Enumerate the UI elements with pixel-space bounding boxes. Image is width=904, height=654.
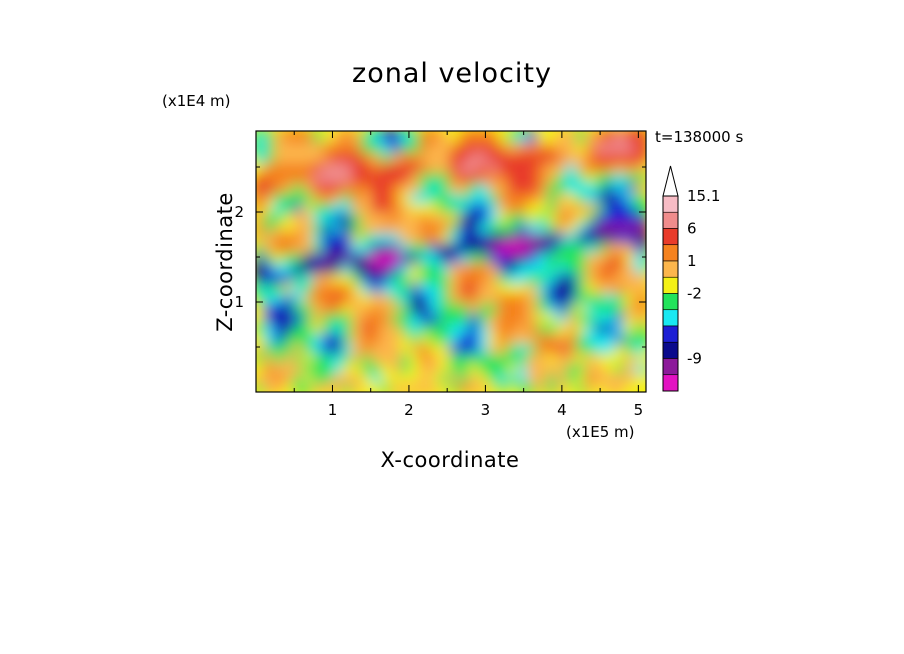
field-cell [256, 189, 268, 204]
field-cell [256, 169, 268, 184]
field-cell [634, 299, 646, 314]
colorbar-swatch [662, 276, 679, 294]
y-tick-label: 1 [234, 293, 244, 311]
colorbar-swatch [662, 374, 679, 392]
y-tick-label: 2 [234, 203, 244, 221]
colorbar-swatch [662, 309, 679, 327]
field-cell [256, 319, 268, 334]
field-cell [634, 259, 646, 274]
chart-title: zonal velocity [352, 58, 552, 89]
field-cell [256, 209, 268, 224]
field-cell [634, 209, 646, 224]
field-cell [256, 131, 268, 144]
colorbar-swatch [662, 260, 679, 278]
field-cell [634, 131, 646, 144]
field-cell [634, 279, 646, 294]
field-cell [634, 239, 646, 254]
field-cell [256, 369, 268, 384]
colorbar-swatch [662, 195, 679, 213]
colorbar-swatch [662, 244, 679, 262]
field-cell [256, 309, 268, 324]
field-cell [634, 229, 646, 244]
field-cell [634, 189, 646, 204]
x-tick-label: 1 [328, 401, 338, 419]
x-tick-label: 5 [634, 401, 644, 419]
x-axis: 1 2 3 4 5 [293, 131, 644, 419]
colorbar: 15.1 6 1 -2 -9 [662, 165, 720, 392]
field-cell [634, 329, 646, 344]
field-cell [256, 349, 268, 364]
field-cell [634, 379, 646, 392]
field-cell [256, 269, 268, 284]
y-scale-label: (x1E4 m) [162, 92, 231, 110]
colorbar-extend-arrow [662, 165, 679, 197]
field-cell [634, 179, 646, 194]
field-cell [256, 229, 268, 244]
x-tick-label: 2 [404, 401, 414, 419]
field-cell [634, 199, 646, 214]
colorbar-swatch [662, 211, 679, 229]
field-cell [634, 309, 646, 324]
field-cell [256, 179, 268, 194]
colorbar-swatch [662, 293, 679, 311]
y-axis: 12 [234, 166, 646, 348]
field-cell [256, 199, 268, 214]
colorbar-tick-label: 1 [687, 252, 697, 270]
contour-field [256, 131, 646, 392]
field-cell [634, 219, 646, 234]
colorbar-swatch [662, 325, 679, 343]
field-cell [256, 239, 268, 254]
colorbar-swatch [662, 228, 679, 246]
x-tick-label: 3 [481, 401, 491, 419]
colorbar-tick-label: 15.1 [687, 187, 720, 205]
time-label: t=138000 s [655, 128, 744, 146]
field-cell [256, 259, 268, 274]
field-cell [256, 149, 268, 164]
plot-frame [255, 130, 647, 393]
field-cell [634, 169, 646, 184]
field-cell [256, 329, 268, 344]
field-cell [256, 219, 268, 234]
field-cell [256, 159, 268, 174]
field-cell [634, 139, 646, 154]
field-cell [256, 249, 268, 264]
x-scale-label: (x1E5 m) [566, 423, 635, 441]
field-cell [256, 139, 268, 154]
field-cell [256, 339, 268, 354]
field-cell [634, 249, 646, 264]
field-cell [256, 299, 268, 314]
field-cell [256, 279, 268, 294]
field-cell [634, 289, 646, 304]
field-cell [634, 319, 646, 334]
field-cell [634, 369, 646, 384]
field-cell [256, 379, 268, 392]
colorbar-swatch [662, 358, 679, 376]
colorbar-tick-label: -9 [687, 350, 702, 368]
x-axis-label: X-coordinate [380, 448, 520, 472]
field-cell [634, 149, 646, 164]
field-cell [634, 159, 646, 174]
colorbar-tick-label: 6 [687, 220, 697, 238]
field-cell [634, 269, 646, 284]
colorbar-frame [662, 195, 679, 392]
field-cell [634, 359, 646, 374]
field-cell [634, 349, 646, 364]
colorbar-swatch [662, 341, 679, 359]
colorbar-tick-label: -2 [687, 285, 702, 303]
field-cell [634, 339, 646, 354]
field-cell [256, 289, 268, 304]
field-cell [256, 359, 268, 374]
x-tick-label: 4 [557, 401, 567, 419]
